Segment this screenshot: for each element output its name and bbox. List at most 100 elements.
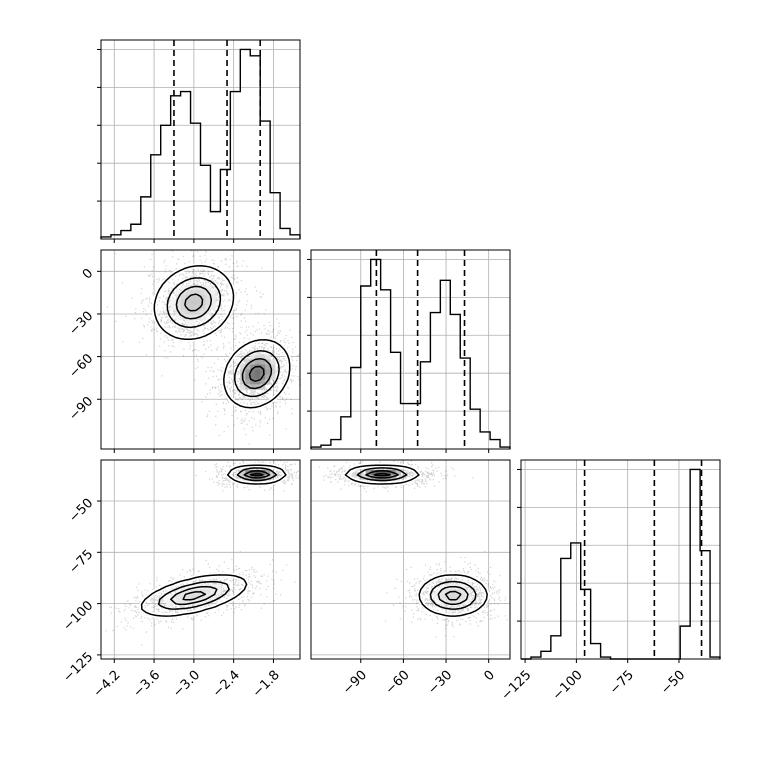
x-tick-label: −3.6 xyxy=(130,668,163,701)
density-cell xyxy=(190,599,196,605)
histogram-step xyxy=(100,48,301,239)
panel-frame xyxy=(100,39,301,240)
density-cell xyxy=(440,584,446,590)
density-cell xyxy=(195,309,201,315)
density-cell xyxy=(380,469,386,476)
density-cell xyxy=(205,299,211,306)
density-cell xyxy=(445,599,451,605)
density-cell xyxy=(200,289,206,296)
density-content xyxy=(101,250,300,449)
density-cell xyxy=(260,384,266,390)
density-cell xyxy=(265,374,271,380)
density-cell xyxy=(265,364,271,370)
x-tick-label: −60 xyxy=(383,668,413,698)
density-content xyxy=(101,460,300,659)
density-cell xyxy=(215,584,221,590)
contour-line xyxy=(365,470,469,606)
density-cell xyxy=(450,599,456,605)
density-cell xyxy=(175,594,181,600)
density-cell xyxy=(200,594,206,600)
density-cell xyxy=(205,284,211,291)
density-cell xyxy=(190,294,196,301)
density-cell xyxy=(445,589,451,595)
x-tick-label: −100 xyxy=(550,668,586,704)
density-cell xyxy=(210,299,216,306)
density-cell xyxy=(450,594,456,600)
density-cell xyxy=(180,304,186,310)
density-cell xyxy=(175,304,181,310)
density-cell xyxy=(195,284,201,291)
density-cell xyxy=(200,294,206,301)
y-tick-label: −100 xyxy=(60,598,96,634)
density-cell xyxy=(205,589,211,595)
density-cell xyxy=(175,299,181,306)
panel-frame xyxy=(520,459,721,660)
density-cell xyxy=(185,299,191,306)
density-cell xyxy=(255,369,261,375)
density-cell xyxy=(180,284,186,291)
density-cell xyxy=(180,309,186,315)
panel-frame xyxy=(310,249,511,450)
x-tick-label: −50 xyxy=(658,668,688,698)
density-cell xyxy=(435,594,441,600)
contour-line xyxy=(175,285,273,390)
density-cell xyxy=(245,379,251,385)
density-cell xyxy=(205,294,211,301)
density-cell xyxy=(250,369,256,375)
density-cell xyxy=(190,299,196,306)
contour-line xyxy=(140,464,287,617)
density-cell xyxy=(245,359,251,365)
density-cell xyxy=(190,319,196,325)
density-cell xyxy=(210,594,216,600)
density-cell xyxy=(185,289,191,296)
density-panel-0-1 xyxy=(97,249,301,453)
x-tick-label: −30 xyxy=(425,668,455,698)
density-cell xyxy=(365,469,371,476)
density-cell xyxy=(455,599,461,605)
density-cell xyxy=(240,384,246,390)
density-cell xyxy=(255,384,261,390)
density-cell xyxy=(265,379,271,385)
y-tick-label: −50 xyxy=(66,496,96,526)
density-cell xyxy=(185,314,191,320)
contour-line xyxy=(373,472,462,601)
density-cell xyxy=(250,384,256,390)
panel-frame xyxy=(100,459,301,660)
density-cell xyxy=(250,469,256,476)
density-cell xyxy=(175,314,181,320)
contour-line xyxy=(356,467,477,610)
density-cell xyxy=(180,314,186,320)
x-tick-label: −2.4 xyxy=(210,668,243,701)
density-cell xyxy=(185,309,191,315)
density-cell xyxy=(245,364,251,370)
density-cell xyxy=(385,469,391,476)
density-cell xyxy=(180,599,186,605)
sample-points xyxy=(105,460,300,646)
density-cell xyxy=(250,374,256,380)
density-cell xyxy=(260,379,266,385)
density-cell xyxy=(460,584,466,590)
density-cell xyxy=(250,364,256,370)
density-cell xyxy=(175,289,181,296)
x-tick-label: −90 xyxy=(340,668,370,698)
density-cell xyxy=(205,594,211,600)
density-cell xyxy=(185,599,191,605)
density-cell xyxy=(245,474,251,481)
y-tick-label: 0 xyxy=(80,266,96,282)
density-cell xyxy=(180,299,186,306)
contour-line xyxy=(344,464,488,617)
density-cell xyxy=(200,314,206,320)
density-cell xyxy=(185,594,191,600)
density-cell xyxy=(185,319,191,325)
density-cell xyxy=(210,289,216,296)
hist-panel-2 xyxy=(517,459,721,663)
density-cell xyxy=(205,304,211,310)
density-cell xyxy=(185,589,191,595)
y-tick-label: −30 xyxy=(66,309,96,339)
x-tick-label: −1.8 xyxy=(250,668,283,701)
density-cell xyxy=(210,304,216,310)
density-cell xyxy=(190,304,196,310)
density-cell xyxy=(175,589,181,595)
density-cell xyxy=(165,594,171,600)
